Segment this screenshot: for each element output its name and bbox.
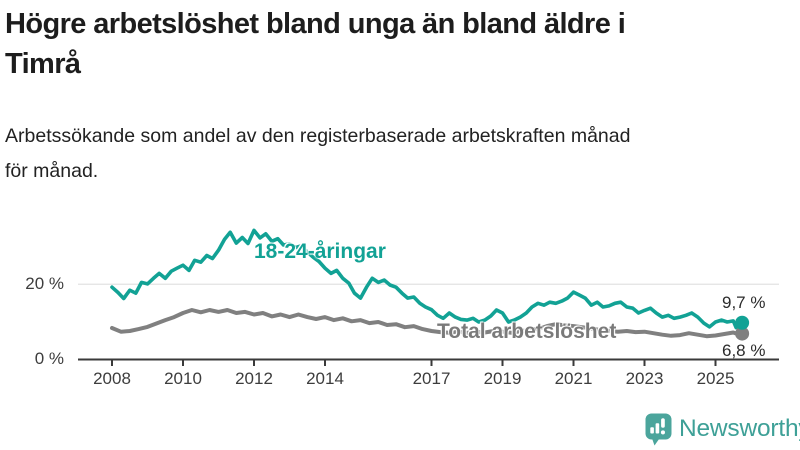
title-line-2: Timrå <box>5 48 81 80</box>
y-tick-label-20: 20 % <box>25 274 64 294</box>
series-label-total: Total arbetslöshet <box>437 320 617 343</box>
series-line-youth <box>110 228 744 330</box>
x-tick-label-2021: 2021 <box>554 369 593 388</box>
x-tick-label-2010: 2010 <box>164 369 202 388</box>
newsworthy-logo-wordmark: Newsworthy <box>679 415 800 442</box>
page-title: Högre arbetslöshet bland unga än bland ä… <box>5 4 775 84</box>
subtitle-line-1: Arbetssökande som andel av den registerb… <box>5 125 631 147</box>
x-tick-label-2025: 2025 <box>696 369 735 388</box>
x-tick-label-2008: 2008 <box>93 369 131 388</box>
x-tick-label-2023: 2023 <box>625 369 664 388</box>
series-label-youth: 18-24-åringar <box>254 240 386 263</box>
subtitle-line-2: för månad. <box>5 160 99 182</box>
end-point-dot <box>735 315 750 330</box>
y-tick-label-0: 0 % <box>34 349 64 368</box>
chart-subtitle: Arbetssökande som andel av den registerb… <box>5 119 785 189</box>
x-tick-label-2014: 2014 <box>306 369 344 388</box>
x-tick-label-2019: 2019 <box>483 369 522 388</box>
series-line-total <box>110 308 745 339</box>
x-tick-label-2017: 2017 <box>412 369 451 388</box>
end-value-label-youth: 9,7 % <box>722 293 766 312</box>
end-point-dot <box>735 326 750 341</box>
end-value-label-total: 6,8 % <box>722 341 766 360</box>
x-tick-label-2012: 2012 <box>235 369 273 388</box>
title-line-1: Högre arbetslöshet bland unga än bland ä… <box>5 8 626 40</box>
newsworthy-logo-icon <box>645 413 672 446</box>
